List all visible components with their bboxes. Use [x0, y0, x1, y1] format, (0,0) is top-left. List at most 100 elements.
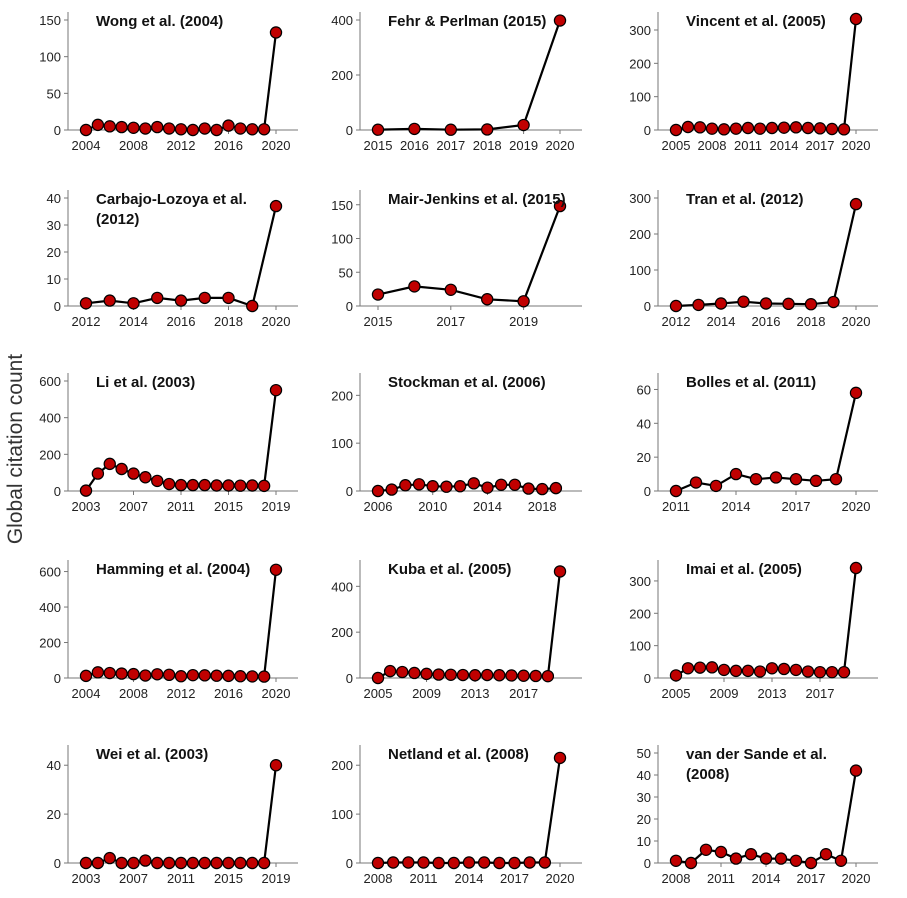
y-tick-label: 0 [346, 671, 353, 686]
x-tick-label: 2015 [364, 138, 393, 153]
data-point [412, 478, 426, 491]
x-tick-label: 2007 [119, 499, 148, 514]
data-point [269, 759, 283, 772]
data-point [246, 670, 259, 683]
series-line [675, 392, 858, 493]
y-tick-label: 0 [644, 484, 651, 499]
panel-13: 0 20 40 2003 2007 2011 2015 2019 Wei et al. (200… [47, 745, 298, 886]
y-tick-label: 20 [47, 245, 61, 260]
x-tick-label: 2005 [662, 138, 691, 153]
data-point [222, 669, 235, 683]
data-point [402, 856, 415, 869]
data-point [257, 123, 271, 136]
x-tick-label: 2020 [842, 871, 871, 886]
data-point [709, 479, 723, 493]
y-tick-label: 0 [346, 484, 353, 499]
y-tick-label: 40 [637, 416, 651, 431]
data-point [103, 666, 116, 680]
data-point [759, 852, 773, 865]
x-tick-label: 2004 [72, 138, 101, 153]
y-tick-label: 300 [629, 23, 651, 38]
data-point [103, 294, 116, 307]
data-point [162, 477, 176, 491]
data-point [468, 669, 482, 682]
x-tick-label: 2009 [710, 686, 739, 701]
data-point [91, 467, 105, 480]
y-tick-label: 60 [637, 382, 651, 397]
panel-4: 0 10 20 30 40 2012 2014 2016 2018 2020 Carbajo-Loz… [47, 190, 298, 329]
panel-5: 0 50 100 150 2015 2017 2019 Mair-Jenkins et al.… [331, 190, 582, 329]
data-point [371, 484, 385, 498]
y-tick-label: 100 [629, 639, 651, 654]
y-tick-label: 100 [629, 90, 651, 105]
data-point [210, 856, 223, 870]
y-tick-label: 0 [54, 484, 61, 499]
x-tick-label: 2020 [262, 314, 291, 329]
y-tick-label: 20 [637, 450, 651, 465]
x-tick-label: 2008 [662, 871, 691, 886]
x-tick-label: 2015 [364, 314, 393, 329]
y-tick-label: 100 [629, 263, 651, 278]
data-point [523, 856, 536, 869]
panel-title: Mair-Jenkins et al. (2015) [388, 191, 566, 208]
data-point [849, 561, 863, 575]
x-tick-label: 2017 [806, 138, 835, 153]
data-point [456, 668, 470, 682]
panel-1: 0 50 100 150 2004 2008 2012 2016 2020 Wong et al.… [39, 12, 298, 153]
data-point [789, 472, 803, 486]
x-tick-label: 2008 [119, 686, 148, 701]
x-tick-label: 2012 [72, 314, 101, 329]
y-tick-label: 400 [331, 579, 353, 594]
y-tick-label: 150 [39, 13, 61, 28]
data-point [829, 472, 843, 486]
panel-title: van der Sande et al. (2008) [686, 746, 827, 783]
data-point [198, 669, 211, 682]
data-point [269, 199, 283, 213]
panel-6: 0 100 200 300 2012 2014 2016 2018 2020 Tran et al… [629, 190, 878, 329]
x-tick-label: 2018 [473, 138, 502, 153]
data-point [386, 856, 400, 869]
x-tick-label: 2014 [473, 499, 502, 514]
data-point [246, 299, 259, 313]
y-tick-label: 40 [47, 758, 61, 773]
data-point [127, 667, 140, 681]
data-point [151, 291, 164, 305]
data-point [517, 118, 530, 132]
x-tick-label: 2020 [262, 686, 291, 701]
data-point [222, 119, 235, 132]
x-tick-label: 2011 [167, 871, 195, 886]
data-point [729, 122, 743, 135]
data-point [717, 123, 731, 136]
data-point [737, 295, 750, 308]
data-point [777, 662, 791, 676]
y-tick-label: 600 [39, 374, 61, 389]
panel-14: 0 100 200 2008 2011 2014 2017 2020 Netland et al… [331, 745, 582, 886]
x-tick-label: 2005 [364, 686, 393, 701]
data-point [246, 479, 259, 492]
data-point [127, 856, 140, 870]
x-tick-label: 2017 [782, 499, 811, 514]
x-tick-label: 2011 [734, 138, 762, 153]
data-point [825, 665, 839, 679]
y-tick-label: 0 [346, 856, 353, 871]
x-tick-label: 2003 [72, 871, 101, 886]
data-point [699, 843, 713, 857]
data-point [79, 123, 93, 137]
data-point [91, 856, 105, 870]
data-point [729, 467, 743, 481]
panel-title: Fehr & Perlman (2015) [388, 13, 546, 30]
data-point [371, 856, 385, 870]
y-tick-label: 0 [644, 856, 651, 871]
panel-12: 0 100 200 300 2005 2009 2013 2017 Imai et al. (2… [629, 560, 878, 701]
data-point [222, 856, 235, 870]
data-point [849, 197, 863, 211]
data-point [493, 856, 506, 870]
data-point [408, 280, 421, 293]
data-point [494, 478, 508, 491]
data-point [151, 856, 164, 870]
data-point [151, 120, 164, 134]
y-tick-label: 200 [39, 447, 61, 462]
data-point [444, 668, 457, 681]
data-point [517, 669, 530, 682]
panel-title: Tran et al. (2012) [686, 191, 804, 208]
